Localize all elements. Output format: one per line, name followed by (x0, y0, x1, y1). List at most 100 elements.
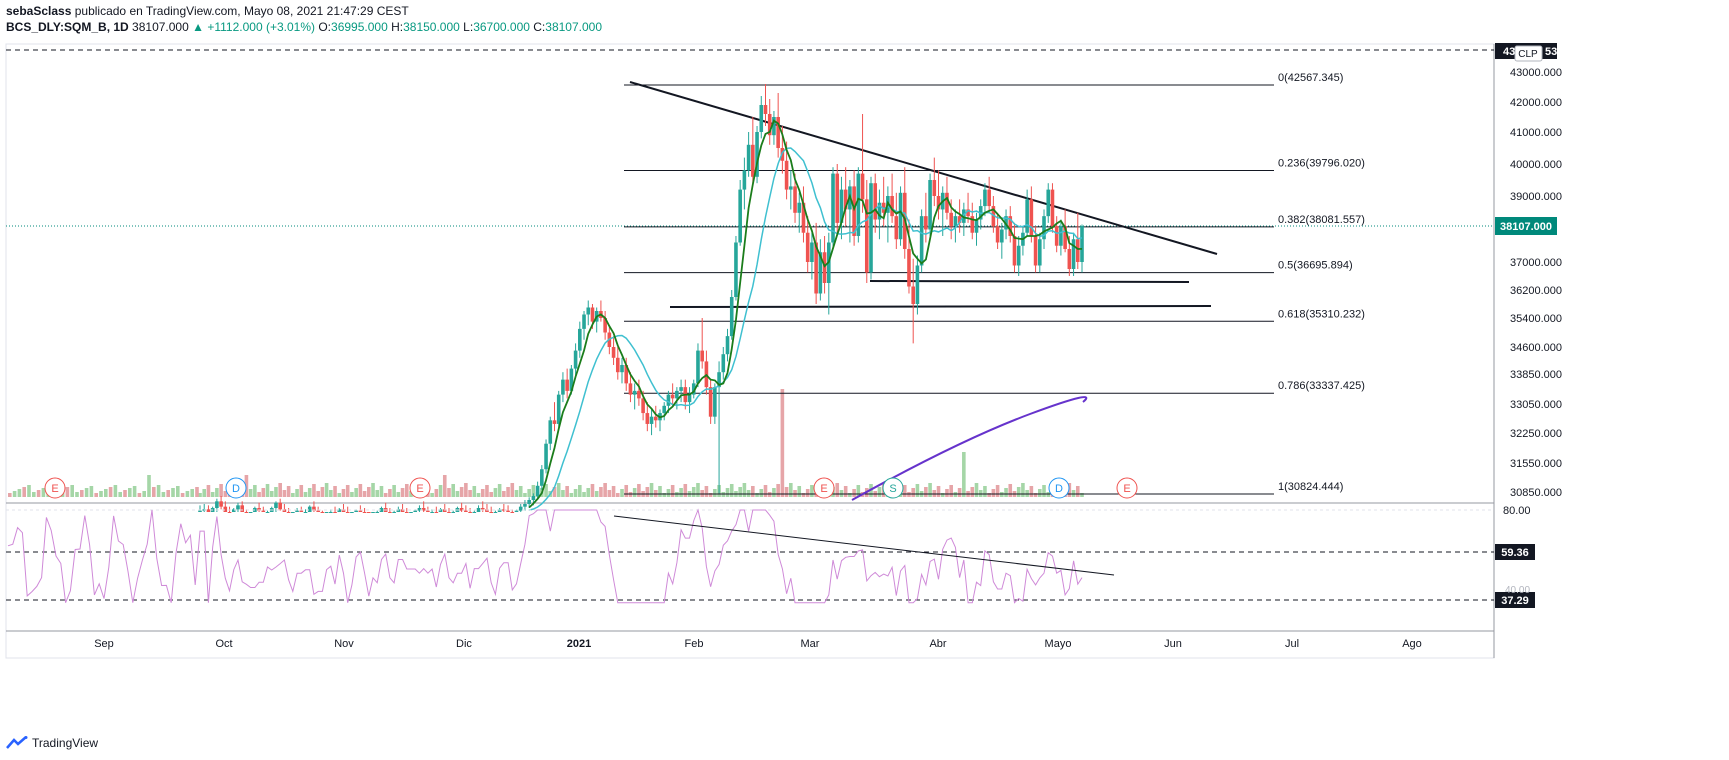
volume-bar (455, 491, 460, 497)
price-chart[interactable]: 0(42567.345) 0.236(39796.020) 0.382(38081.… (0, 0, 1729, 730)
candle-body (670, 394, 675, 399)
earnings-event-icon (409, 477, 431, 499)
volume-bar (329, 490, 333, 497)
candle-body (531, 496, 536, 500)
volume-bar (337, 493, 342, 497)
candle-body (442, 509, 447, 512)
candle-body (974, 219, 979, 233)
volume-bar (915, 484, 920, 497)
candle-body (831, 173, 835, 243)
candle-body (502, 509, 506, 511)
rsi-line (7, 508, 1083, 604)
volume-bar (995, 485, 1000, 497)
volume-bar (84, 488, 89, 497)
volume-bar (1029, 486, 1034, 497)
volume-bar (696, 483, 700, 497)
currency-badge (1514, 45, 1543, 62)
volume-bar (152, 487, 156, 497)
candle-body (628, 383, 633, 395)
candle-body (615, 357, 620, 373)
volume-bar (983, 486, 987, 497)
volume-bar (459, 487, 464, 497)
candle-body (759, 105, 764, 132)
volume-bar (928, 483, 932, 497)
moving-average-fast (528, 119, 1083, 509)
candle-body (1054, 226, 1059, 246)
volume-bar (176, 486, 180, 497)
candle-body (274, 502, 278, 508)
candle-body (1050, 189, 1055, 227)
volume-bar (742, 483, 747, 497)
earnings-event-icon (813, 477, 835, 499)
volume-bar (468, 490, 472, 497)
volume-bar (147, 475, 151, 497)
tradingview-brand[interactable]: TradingView (6, 733, 98, 753)
rsi-tick-label: 80.00 (1503, 505, 1531, 517)
volume-bar (784, 487, 789, 497)
volume-bar (877, 487, 882, 497)
volume-bar (987, 493, 991, 497)
candle-body (637, 390, 641, 399)
candle-body (535, 485, 540, 496)
candle-body (493, 512, 498, 513)
low-value: 36700.000 (473, 20, 530, 34)
candle-body (552, 420, 557, 424)
volume-bar (379, 486, 384, 497)
volume-bar (303, 492, 308, 497)
candle-body (291, 512, 295, 513)
candle-body (367, 512, 371, 513)
candle-body (561, 379, 565, 395)
candle-body (1046, 189, 1051, 217)
candle-body (257, 508, 261, 511)
candle-body (691, 383, 696, 395)
candle-body (1063, 226, 1067, 249)
volume-bar (198, 493, 202, 497)
volume-bar (396, 492, 401, 497)
candle-body (932, 180, 937, 196)
dividend-event-label: D (1055, 483, 1063, 495)
close-label: C: (533, 20, 546, 34)
volume-bar (510, 483, 515, 497)
time-tick-label: Jun (1164, 638, 1182, 650)
volume-bar (171, 488, 175, 497)
volume-bar (565, 486, 569, 497)
candle-body (856, 173, 861, 236)
support-line (869, 280, 1190, 283)
candle-body (430, 512, 434, 513)
candle-body (409, 512, 413, 513)
candle-body (1075, 239, 1080, 262)
volume-bar (658, 486, 662, 497)
candle-body (814, 242, 818, 294)
volume-bar (80, 490, 84, 497)
last-price: 38107.000 (132, 20, 189, 34)
volume-bar (493, 488, 498, 497)
author-name[interactable]: sebaSclass (6, 4, 72, 18)
time-tick-label: Sep (94, 638, 114, 650)
dividend-event-icon (225, 477, 247, 499)
volume-bar (375, 490, 380, 497)
candle-body (835, 173, 840, 223)
candle-body (649, 416, 654, 424)
candle-body (746, 144, 751, 171)
volume-bar (132, 486, 137, 497)
price-tick-label: 31550.000 (1510, 458, 1562, 470)
volume-bar (89, 486, 94, 497)
price-tick-label: 34600.000 (1510, 342, 1562, 354)
candle-body (468, 512, 472, 513)
candle-body (438, 509, 443, 512)
volume-bar (442, 475, 447, 497)
volume-bar (801, 493, 806, 497)
volume-bar (974, 483, 979, 497)
fibonacci-label: 0(42567.345) (1278, 72, 1343, 84)
volume-bar (670, 485, 675, 497)
candle-body (793, 186, 797, 213)
candle-body (540, 469, 544, 486)
top-price-label-suffix: 53 (1545, 46, 1557, 58)
symbol-label[interactable]: BCS_DLY:SQM_B, 1D (6, 20, 129, 34)
volume-bar (518, 486, 523, 497)
volume-bar (383, 493, 388, 497)
volume-bar (772, 488, 776, 497)
candle-body (843, 189, 848, 210)
volume-bar (430, 493, 434, 497)
candle-body (632, 390, 637, 395)
